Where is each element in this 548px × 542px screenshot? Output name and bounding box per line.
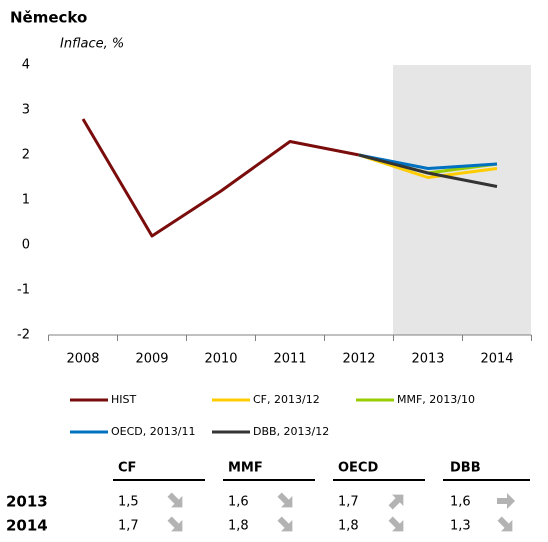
table-cell: 1,3 bbox=[450, 519, 471, 534]
table-cell: 1,5 bbox=[118, 495, 139, 510]
y-tick-label: -2 bbox=[17, 328, 30, 343]
series-line bbox=[358, 153, 498, 188]
x-tick-label: 2009 bbox=[135, 352, 168, 367]
chart-title: Německo bbox=[10, 9, 87, 27]
y-tick-label: 4 bbox=[22, 58, 30, 73]
trend-arrow bbox=[277, 516, 293, 532]
row-label: 2014 bbox=[6, 517, 48, 535]
table-cell: 1,8 bbox=[228, 519, 249, 534]
trend-arrow bbox=[388, 516, 404, 532]
y-tick-label: 1 bbox=[22, 193, 30, 208]
table-cell: 1,6 bbox=[450, 495, 471, 510]
x-tick-label: 2011 bbox=[273, 352, 306, 367]
trend-arrow bbox=[497, 516, 513, 532]
table-cell: 1,8 bbox=[338, 519, 359, 534]
x-tick-label: 2014 bbox=[480, 352, 513, 367]
table-header: MMF bbox=[228, 461, 263, 476]
table-header: CF bbox=[118, 461, 136, 476]
x-tick-label: 2013 bbox=[411, 352, 444, 367]
row-label: 2013 bbox=[6, 493, 48, 511]
table-cell: 1,7 bbox=[118, 519, 139, 534]
legend-label: CF, 2013/12 bbox=[253, 393, 320, 406]
legend-label: MMF, 2013/10 bbox=[397, 393, 475, 406]
table-cell: 1,7 bbox=[338, 495, 359, 510]
table-cell: 1,6 bbox=[228, 495, 249, 510]
trend-arrow bbox=[277, 492, 293, 508]
legend-label: DBB, 2013/12 bbox=[253, 425, 329, 438]
trend-arrow bbox=[167, 492, 183, 508]
table-header: DBB bbox=[450, 461, 481, 476]
trend-arrow bbox=[167, 516, 183, 532]
y-tick-label: 2 bbox=[22, 148, 30, 163]
series-line bbox=[81, 118, 360, 238]
trend-arrow bbox=[497, 493, 515, 509]
y-tick-label: 3 bbox=[22, 103, 30, 118]
legend-label: HIST bbox=[111, 393, 136, 406]
forecast-shade bbox=[393, 65, 531, 335]
legend-label: OECD, 2013/11 bbox=[111, 425, 195, 438]
x-tick-label: 2010 bbox=[204, 352, 237, 367]
trend-arrow bbox=[388, 494, 404, 510]
chart-subtitle: Inflace, % bbox=[60, 37, 124, 52]
table: CF MMF OECD DBB 2013 1,5 1,6 1,7 1,6 201… bbox=[6, 461, 530, 535]
x-tick-label: 2008 bbox=[66, 352, 99, 367]
x-tick-label: 2012 bbox=[342, 352, 375, 367]
table-header: OECD bbox=[338, 461, 378, 476]
y-tick-label: -1 bbox=[17, 283, 30, 298]
y-tick-label: 0 bbox=[22, 238, 30, 253]
